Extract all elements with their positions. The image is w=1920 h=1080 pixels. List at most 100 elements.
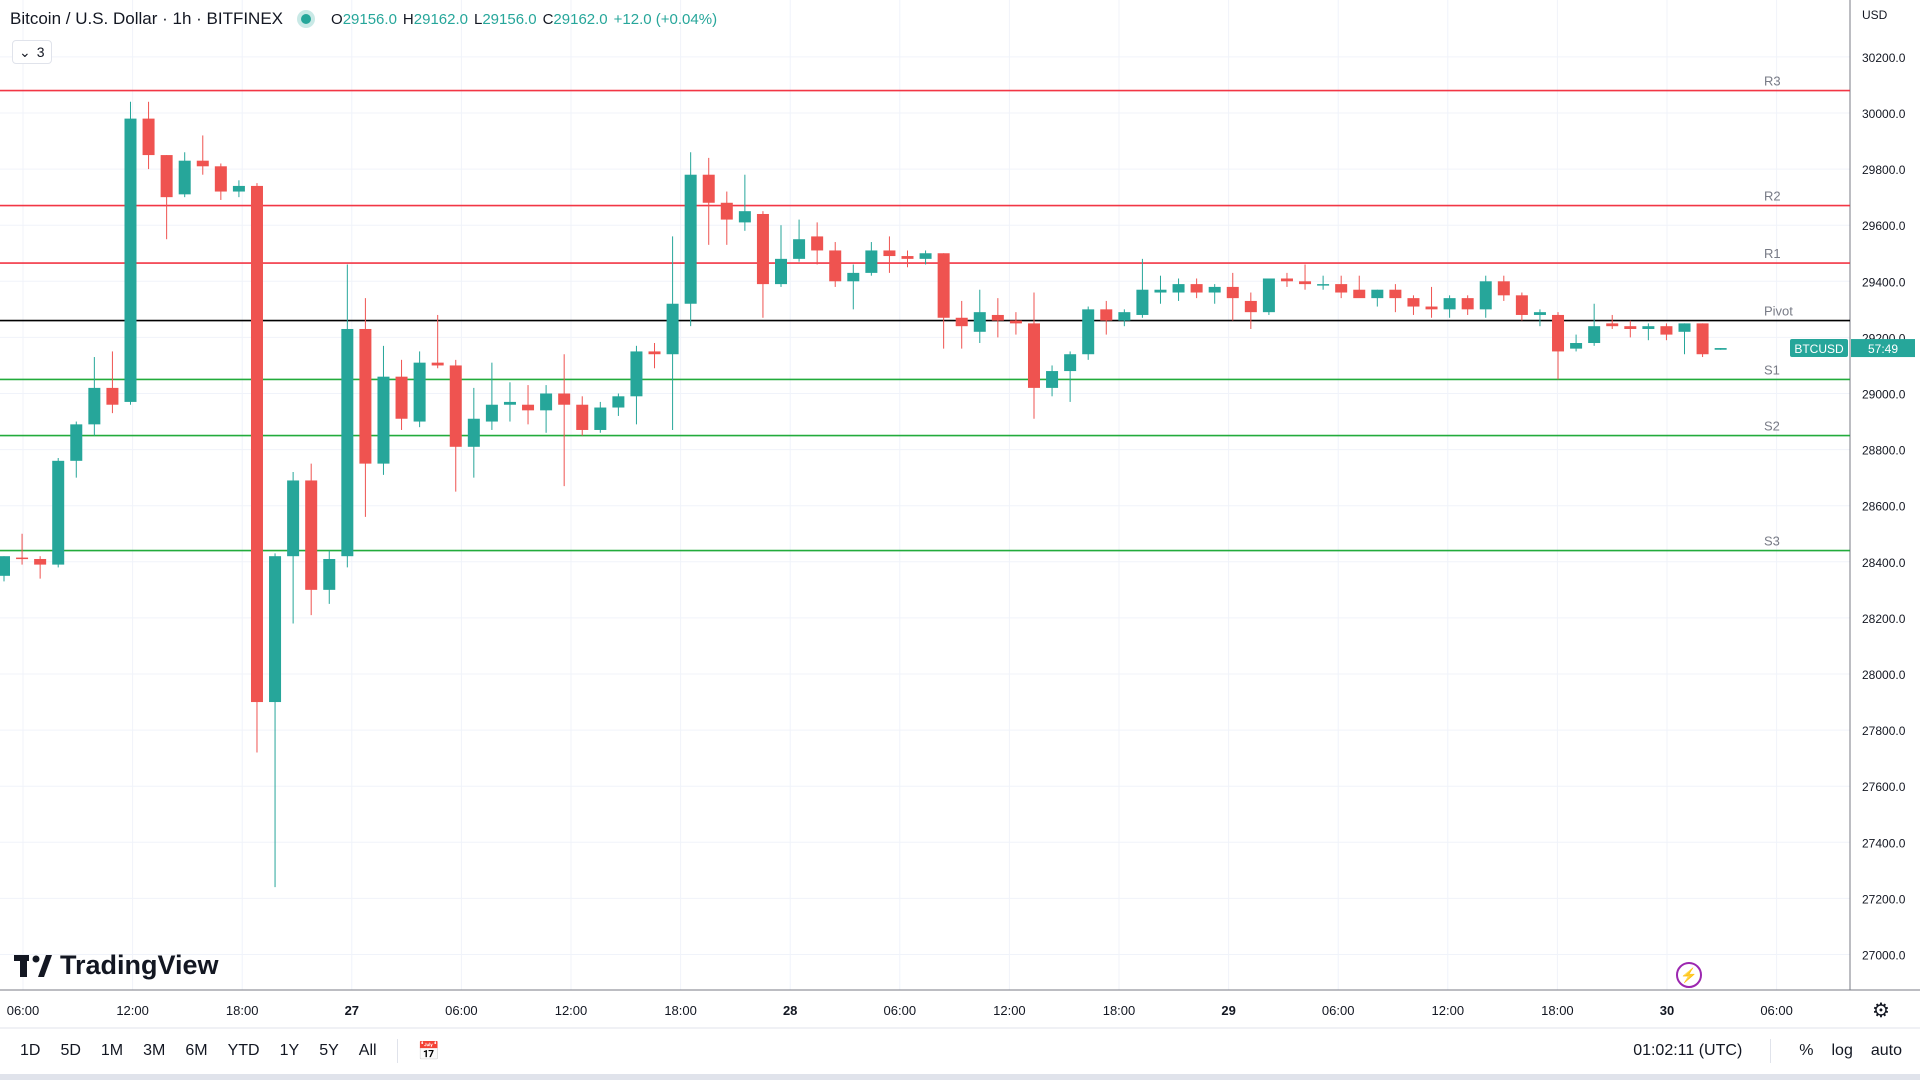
candle-body [70, 424, 83, 461]
currency-label[interactable]: USD [1862, 8, 1888, 22]
candle-body [793, 239, 806, 259]
candle-body [1244, 300, 1257, 313]
toolbar-divider [1770, 1039, 1772, 1063]
candle-body [1389, 289, 1402, 299]
y-tick-label: 27000.0 [1862, 949, 1906, 963]
candle-body [630, 351, 643, 397]
candle-body [1696, 323, 1709, 355]
candle-body [323, 558, 336, 590]
y-tick-label: 28000.0 [1862, 668, 1906, 682]
y-tick-label: 28600.0 [1862, 500, 1906, 514]
calendar-icon[interactable]: 📅 [417, 1040, 440, 1061]
ohlc-readout: O29156.0 H29162.0 L29156.0 C29162.0 +12.… [331, 11, 717, 28]
candle-body [1533, 312, 1546, 315]
candle-body [684, 174, 697, 304]
candle-body [1570, 343, 1583, 349]
x-tick-label: 12:00 [555, 1003, 588, 1018]
candle-body [540, 393, 553, 411]
candle-body [901, 256, 914, 259]
symbol-tag-label: BTCUSD [1794, 342, 1844, 356]
candle-body [341, 328, 354, 557]
footer-strip [0, 1074, 1920, 1080]
percent-scale-toggle[interactable]: % [1799, 1042, 1814, 1059]
x-tick-label: 28 [783, 1003, 797, 1018]
level-label-s2: S2 [1764, 419, 1780, 434]
range-1d-button[interactable]: 1D [20, 1042, 41, 1059]
candle-body [1479, 281, 1492, 310]
candle-body [1027, 323, 1040, 388]
candle-body [1082, 309, 1095, 355]
utc-clock[interactable]: 01:02:11 (UTC) [1633, 1042, 1743, 1059]
range-3m-button[interactable]: 3M [143, 1042, 166, 1059]
candle-body [955, 317, 968, 327]
x-tick-label: 27 [345, 1003, 359, 1018]
y-tick-label: 27800.0 [1862, 724, 1906, 738]
candle-body [1118, 312, 1131, 321]
candle-body [449, 365, 462, 447]
candle-body [1606, 323, 1619, 327]
symbol-title[interactable]: Bitcoin / U.S. Dollar · 1h · BITFINEX [10, 9, 284, 28]
y-tick-label: 27600.0 [1862, 780, 1906, 794]
candle-body [503, 401, 516, 405]
candle-body [702, 174, 715, 203]
candle-body [1588, 326, 1601, 344]
range-5d-button[interactable]: 5D [60, 1042, 81, 1059]
tradingview-logo[interactable]: TradingView [14, 950, 219, 981]
close-label: C [542, 10, 554, 28]
candle-body [1226, 286, 1239, 299]
candle-body [522, 404, 535, 411]
candle-body [214, 166, 227, 192]
candle-body [1172, 284, 1185, 293]
candle-body [88, 387, 101, 425]
x-tick-label: 30 [1660, 1003, 1674, 1018]
range-1y-button[interactable]: 1Y [279, 1042, 300, 1059]
auto-scale-toggle[interactable]: auto [1870, 1042, 1902, 1059]
candle-body [359, 328, 372, 464]
candle-body [1208, 286, 1221, 293]
candle-body [1624, 326, 1637, 329]
candle-body [666, 303, 679, 355]
x-tick-label: 12:00 [116, 1003, 149, 1018]
candle-body [377, 376, 390, 464]
candle-body [1371, 289, 1384, 299]
log-scale-toggle[interactable]: log [1831, 1042, 1853, 1059]
candle-body [178, 160, 191, 195]
candle-body [1046, 371, 1059, 388]
candle-body [269, 556, 282, 703]
range-1m-button[interactable]: 1M [100, 1042, 124, 1059]
candle-body [1190, 284, 1203, 293]
high-label: H [402, 10, 414, 28]
countdown-label: 57:49 [1868, 342, 1898, 356]
candle-body [1443, 298, 1456, 310]
x-tick-label: 06:00 [445, 1003, 478, 1018]
x-tick-label: 06:00 [1322, 1003, 1355, 1018]
range-6m-button[interactable]: 6M [185, 1042, 208, 1059]
candle-body [1154, 289, 1167, 293]
candle-body [648, 351, 661, 355]
candle-body [1714, 348, 1727, 350]
candle-body [1009, 320, 1022, 324]
candle-body [811, 236, 824, 251]
flash-icon[interactable]: ⚡ [1676, 962, 1702, 988]
y-tick-label: 30000.0 [1862, 107, 1906, 121]
range-5y-button[interactable]: 5Y [319, 1042, 339, 1059]
candle-body [594, 407, 607, 430]
y-tick-label: 27400.0 [1862, 836, 1906, 850]
x-tick-label: 06:00 [884, 1003, 917, 1018]
level-label-r2: R2 [1764, 189, 1781, 204]
candle-body [576, 404, 589, 430]
range-ytd-button[interactable]: YTD [227, 1042, 260, 1059]
candle-body [973, 312, 986, 332]
indicators-toggle[interactable]: ⌄ 3 [12, 40, 52, 64]
y-tick-label: 29000.0 [1862, 388, 1906, 402]
candle-body [413, 362, 426, 422]
x-tick-label: 12:00 [993, 1003, 1026, 1018]
level-label-s3: S3 [1764, 534, 1780, 549]
candle-body [124, 118, 137, 402]
y-tick-label: 29600.0 [1862, 219, 1906, 233]
candle-body [16, 557, 29, 560]
range-all-button[interactable]: All [358, 1042, 377, 1059]
candle-body [160, 155, 173, 198]
settings-icon[interactable]: ⚙ [1872, 1000, 1890, 1022]
